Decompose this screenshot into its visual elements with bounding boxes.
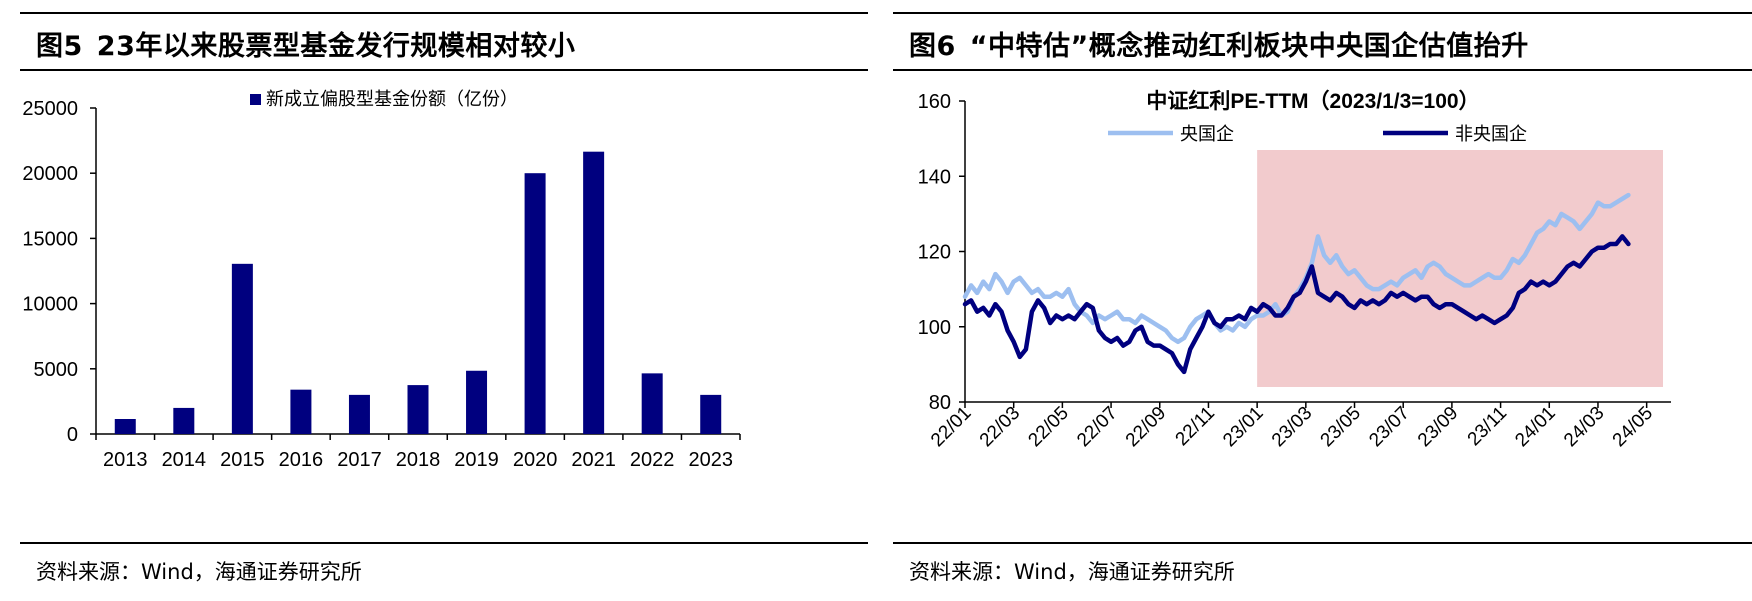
figure-6-panel: 图6 “中特估”概念推动红利板块中央国企估值抬升 中证红利PE-TTM（2023/… bbox=[893, 0, 1752, 601]
figure-title: 图6 “中特估”概念推动红利板块中央国企估值抬升 bbox=[909, 24, 1529, 63]
x-tick-label: 24/03 bbox=[1560, 403, 1608, 451]
top-rule bbox=[20, 12, 868, 14]
chart-title: 中证红利PE-TTM（2023/1/3=100） bbox=[1146, 89, 1479, 113]
y-tick-label: 10000 bbox=[22, 294, 78, 316]
x-tick-label: 22/09 bbox=[1122, 403, 1170, 451]
x-tick-label: 24/01 bbox=[1511, 403, 1559, 451]
y-tick-label: 15000 bbox=[22, 228, 78, 250]
x-tick-label: 23/01 bbox=[1219, 403, 1267, 451]
x-tick-label: 2016 bbox=[279, 449, 324, 471]
x-tick-label: 24/05 bbox=[1609, 403, 1657, 451]
bar bbox=[290, 389, 312, 434]
bar-chart: 新成立偏股型基金份额（亿份） 0 5000 10000 15000 20000 25000 2… bbox=[22, 89, 741, 471]
highlight-region bbox=[1257, 150, 1663, 387]
bar bbox=[583, 151, 605, 434]
x-tick-label: 22/11 bbox=[1172, 403, 1219, 450]
x-tick-label: 23/03 bbox=[1268, 403, 1316, 451]
x-tick-label: 2017 bbox=[337, 449, 382, 471]
y-tick-label: 5000 bbox=[34, 359, 79, 381]
series-line bbox=[962, 234, 1631, 375]
x-tick-label: 2019 bbox=[454, 449, 499, 471]
x-tick-label: 2014 bbox=[162, 449, 207, 471]
bar bbox=[700, 394, 722, 434]
y-tick-label: 120 bbox=[918, 242, 951, 264]
y-tick-label: 100 bbox=[918, 317, 951, 339]
x-tick-label: 22/03 bbox=[976, 403, 1024, 451]
y-tick-label: 25000 bbox=[22, 98, 78, 120]
x-tick-label: 23/05 bbox=[1317, 403, 1365, 451]
figure-number: 图5 bbox=[36, 31, 83, 62]
bottom-rule bbox=[20, 542, 868, 544]
bar bbox=[173, 407, 195, 434]
source-note: 资料来源：Wind，海通证券研究所 bbox=[909, 560, 1235, 584]
figure-title: 图5 23年以来股票型基金发行规模相对较小 bbox=[36, 24, 575, 63]
title-rule bbox=[20, 69, 868, 71]
y-tick-label: 20000 bbox=[22, 163, 78, 185]
bar bbox=[641, 373, 663, 434]
source-note: 资料来源：Wind，海通证券研究所 bbox=[36, 560, 362, 584]
x-tick-label: 2021 bbox=[571, 449, 616, 471]
title-rule bbox=[893, 69, 1752, 71]
bar bbox=[231, 263, 253, 434]
top-rule bbox=[893, 12, 1752, 14]
x-tick-label: 23/11 bbox=[1464, 403, 1511, 450]
y-tick-label: 140 bbox=[918, 166, 951, 188]
x-tick-label: 2013 bbox=[103, 449, 148, 471]
x-tick-label: 2015 bbox=[220, 449, 265, 471]
bottom-rule bbox=[893, 542, 1752, 544]
x-tick-label: 2020 bbox=[513, 449, 558, 471]
bar bbox=[114, 419, 136, 434]
figure-number: 图6 bbox=[909, 31, 956, 62]
bar bbox=[466, 370, 488, 434]
y-tick-label: 80 bbox=[929, 392, 951, 414]
x-tick-label: 2022 bbox=[630, 449, 675, 471]
x-tick-label: 2023 bbox=[688, 449, 733, 471]
figure-title-text: 23年以来股票型基金发行规模相对较小 bbox=[96, 31, 576, 62]
legend-swatch bbox=[250, 94, 261, 105]
figure-title-text: “中特估”概念推动红利板块中央国企估值抬升 bbox=[969, 31, 1529, 62]
y-tick-label: 0 bbox=[67, 424, 78, 446]
figure-5-panel: 图5 23年以来股票型基金发行规模相对较小 新成立偏股型基金份额（亿份） 0 5000… bbox=[20, 0, 868, 601]
legend-label: 央国企 bbox=[1180, 124, 1234, 144]
legend-label: 新成立偏股型基金份额（亿份） bbox=[266, 89, 518, 109]
x-tick-label: 2018 bbox=[396, 449, 441, 471]
x-tick-label: 23/07 bbox=[1365, 403, 1413, 451]
bar bbox=[524, 173, 546, 434]
line-chart: 中证红利PE-TTM（2023/1/3=100） 央国企 非央国企 80 100 120 1… bbox=[918, 89, 1671, 451]
x-tick-label: 22/05 bbox=[1024, 403, 1072, 451]
x-tick-label: 22/07 bbox=[1073, 403, 1121, 451]
bar bbox=[407, 385, 429, 434]
x-tick-label: 23/09 bbox=[1414, 403, 1462, 451]
bar bbox=[348, 394, 370, 434]
legend-label: 非央国企 bbox=[1455, 124, 1527, 144]
y-tick-label: 160 bbox=[918, 91, 951, 113]
